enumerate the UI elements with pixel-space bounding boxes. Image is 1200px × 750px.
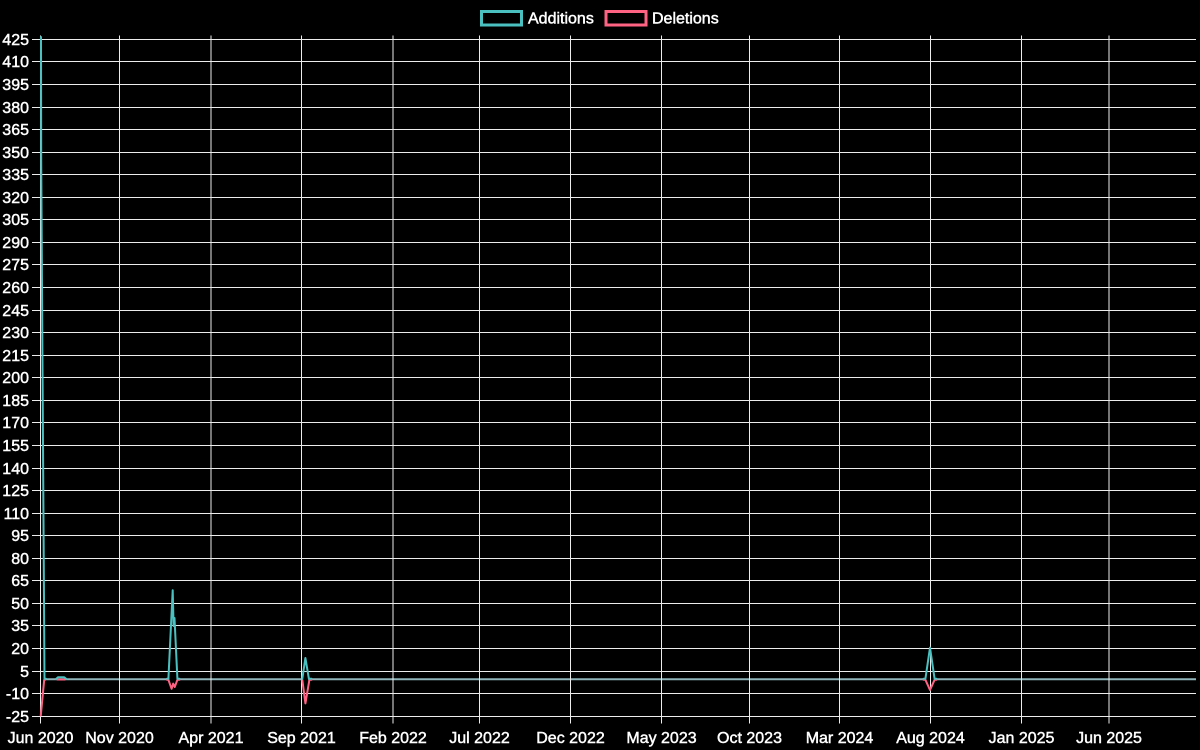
svg-text:80: 80: [11, 551, 29, 568]
svg-text:410: 410: [2, 54, 29, 71]
svg-text:230: 230: [2, 325, 29, 342]
svg-text:395: 395: [2, 77, 29, 94]
svg-text:May 2023: May 2023: [626, 730, 696, 747]
svg-text:185: 185: [2, 393, 29, 410]
svg-text:Nov 2020: Nov 2020: [85, 730, 154, 747]
svg-text:-25: -25: [6, 709, 29, 726]
svg-text:260: 260: [2, 280, 29, 297]
svg-text:95: 95: [11, 528, 29, 545]
svg-text:-10: -10: [6, 686, 29, 703]
svg-text:425: 425: [2, 32, 29, 49]
svg-text:Deletions: Deletions: [652, 11, 719, 28]
svg-text:Oct 2023: Oct 2023: [717, 730, 782, 747]
svg-text:305: 305: [2, 212, 29, 229]
svg-text:365: 365: [2, 122, 29, 139]
svg-text:Jul 2022: Jul 2022: [449, 730, 510, 747]
svg-text:245: 245: [2, 303, 29, 320]
svg-text:Additions: Additions: [528, 11, 594, 28]
svg-text:5: 5: [20, 664, 29, 681]
svg-text:Jan 2025: Jan 2025: [989, 730, 1055, 747]
svg-text:380: 380: [2, 100, 29, 117]
svg-text:215: 215: [2, 348, 29, 365]
svg-text:110: 110: [3, 506, 29, 523]
svg-text:Sep 2021: Sep 2021: [267, 730, 336, 747]
svg-text:35: 35: [11, 618, 29, 635]
svg-text:170: 170: [2, 415, 29, 432]
svg-text:320: 320: [2, 190, 29, 207]
svg-text:125: 125: [2, 483, 29, 500]
svg-text:20: 20: [11, 641, 29, 658]
svg-text:Feb 2022: Feb 2022: [359, 730, 427, 747]
svg-text:Jun 2025: Jun 2025: [1076, 730, 1142, 747]
svg-text:335: 335: [2, 167, 29, 184]
svg-text:50: 50: [11, 596, 29, 613]
svg-text:290: 290: [2, 235, 29, 252]
svg-text:200: 200: [2, 370, 29, 387]
svg-text:65: 65: [11, 573, 29, 590]
svg-text:Apr 2021: Apr 2021: [179, 730, 244, 747]
svg-text:Aug 2024: Aug 2024: [896, 730, 965, 747]
svg-text:350: 350: [2, 145, 29, 162]
svg-text:Dec 2022: Dec 2022: [536, 730, 605, 747]
svg-text:140: 140: [2, 461, 29, 478]
svg-text:155: 155: [2, 438, 29, 455]
svg-text:Jun 2020: Jun 2020: [8, 730, 74, 747]
svg-text:275: 275: [2, 257, 29, 274]
svg-text:Mar 2024: Mar 2024: [806, 730, 874, 747]
